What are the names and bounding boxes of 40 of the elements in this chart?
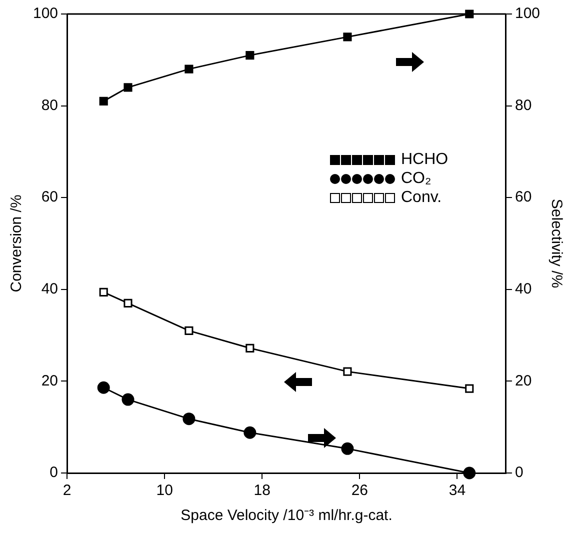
point — [463, 466, 476, 480]
x-tick-label: 18 — [254, 482, 270, 500]
y-tick-label: 60 — [41, 188, 58, 206]
x-tick-label: 2 — [62, 482, 72, 500]
point — [122, 393, 134, 406]
y2-tick-label: 100 — [514, 5, 540, 22]
y2-tick-label: 80 — [514, 96, 532, 114]
point — [343, 32, 352, 42]
point — [465, 384, 474, 393]
x-tick-label: 10 — [156, 482, 173, 500]
legend-label: Conv. — [401, 188, 442, 207]
point — [244, 426, 256, 439]
point — [124, 83, 132, 92]
point — [184, 64, 194, 74]
point — [341, 442, 354, 455]
point — [246, 51, 254, 60]
y2-tick-label: 40 — [514, 280, 532, 298]
x-tick-label: 26 — [351, 482, 368, 500]
x-tick-label: 34 — [448, 482, 466, 500]
legend-label: HCHO — [401, 150, 448, 169]
point — [246, 344, 254, 352]
y-tick-label: 80 — [41, 96, 58, 114]
y-tick-label: 0 — [50, 464, 58, 482]
point — [97, 381, 110, 394]
point — [124, 298, 132, 308]
point — [343, 367, 352, 376]
point — [99, 288, 108, 296]
point — [99, 96, 108, 106]
y-tick-label: 20 — [41, 372, 58, 390]
y2-tick-label: 20 — [514, 372, 532, 390]
legend-label: CO₂ — [401, 169, 432, 188]
y-tick-label: 40 — [41, 280, 58, 298]
y2-tick-label: 60 — [514, 188, 532, 206]
y-axis-title: Conversion /% — [8, 194, 26, 292]
y2-tick-label: 0 — [514, 464, 524, 482]
y2-axis-title: Selectivity /% — [548, 198, 565, 288]
point — [182, 412, 196, 426]
x-axis-title: Space Velocity /10⁻³ ml/hr.g-cat. — [180, 507, 392, 524]
point — [184, 326, 194, 335]
y-tick-label: 100 — [32, 5, 58, 22]
